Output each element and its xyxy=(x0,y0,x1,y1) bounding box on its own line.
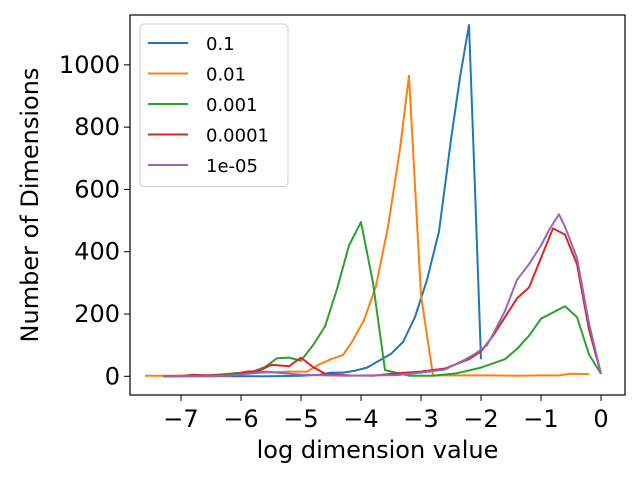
legend-box xyxy=(139,23,289,187)
y-tick-label: 1000 xyxy=(59,51,120,79)
y-tick-label: 800 xyxy=(74,113,120,141)
legend: 0.1 0.01 0.001 0.0001 1e-05 xyxy=(139,23,289,187)
series-line-3 xyxy=(163,227,602,378)
x-tick-label: −4 xyxy=(343,405,378,433)
x-tick-label: −2 xyxy=(463,405,498,433)
x-tick-label: −3 xyxy=(403,405,438,433)
y-tick-label: 200 xyxy=(74,300,120,328)
y-axis-ticks: 0 200 400 600 800 1000 xyxy=(59,51,130,390)
series-lines xyxy=(145,24,602,378)
series-line-2 xyxy=(163,221,602,378)
x-tick-label: −7 xyxy=(163,405,198,433)
x-tick-label: −1 xyxy=(523,405,558,433)
y-tick-label: 400 xyxy=(74,238,120,266)
legend-label: 1e-05 xyxy=(206,156,258,177)
y-tick-label: 0 xyxy=(105,362,120,390)
legend-label: 0.01 xyxy=(206,65,246,86)
x-tick-label: −5 xyxy=(283,405,318,433)
y-tick-label: 600 xyxy=(74,175,120,203)
x-tick-label: 0 xyxy=(593,405,608,433)
series-line-4 xyxy=(163,213,602,378)
series-line-0 xyxy=(163,24,482,378)
x-tick-label: −6 xyxy=(223,405,258,433)
x-axis-label: log dimension value xyxy=(257,436,499,464)
legend-label: 0.1 xyxy=(206,34,235,55)
x-axis-ticks: −7 −6 −5 −4 −3 −2 −1 0 xyxy=(163,395,609,433)
plot-frame xyxy=(129,14,626,396)
y-axis-label: Number of Dimensions xyxy=(16,68,44,343)
legend-label: 0.0001 xyxy=(206,126,269,147)
legend-label: 0.001 xyxy=(206,95,258,116)
